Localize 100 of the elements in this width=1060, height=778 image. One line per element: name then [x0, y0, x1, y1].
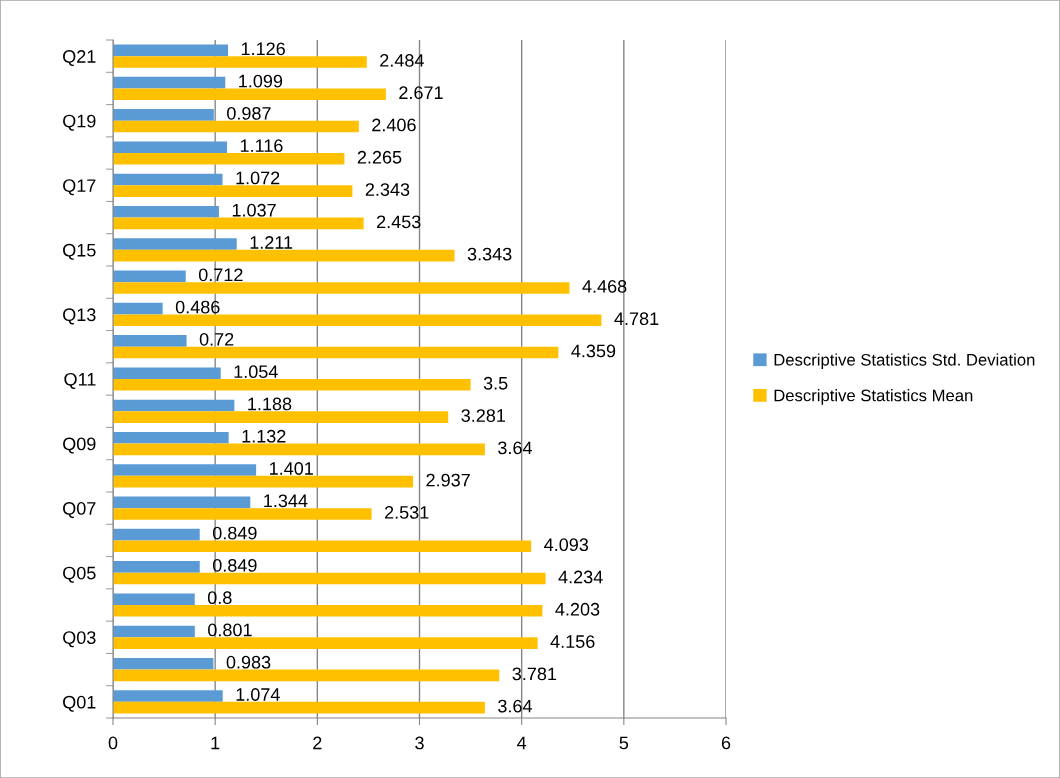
data-label: 1.132	[242, 429, 286, 443]
data-label: 1.211	[250, 236, 293, 249]
bar	[113, 367, 221, 379]
bar	[113, 399, 235, 412]
bar	[113, 44, 229, 57]
bar	[113, 464, 257, 476]
x-tick-label: 1	[211, 736, 220, 750]
data-label: 0.801	[208, 623, 252, 637]
data-label: 2.531	[384, 506, 429, 519]
bar	[113, 238, 237, 250]
data-label: 4.203	[555, 602, 600, 616]
data-label: 2.671	[399, 86, 443, 100]
bar	[113, 475, 414, 488]
data-label: 1.401	[270, 462, 313, 475]
data-label: 4.468	[582, 280, 627, 293]
bar	[113, 217, 364, 230]
data-label: 2.265	[357, 150, 402, 164]
y-tick-label: Q03	[63, 631, 96, 648]
data-label: 3.64	[498, 699, 532, 713]
bar	[113, 346, 559, 359]
legend-label: Descriptive Statistics Std. Deviation	[774, 353, 1035, 369]
bar	[113, 314, 602, 327]
y-tick-label: Q05	[63, 566, 96, 583]
bar	[113, 88, 386, 101]
x-tick-label: 2	[313, 736, 322, 750]
y-tick-label: Q09	[63, 437, 96, 454]
data-label: 4.093	[544, 538, 589, 552]
y-tick-label: Q07	[63, 502, 96, 519]
bar	[113, 508, 372, 520]
data-label: 0.983	[226, 655, 271, 669]
bar	[113, 153, 345, 165]
data-label: 0.486	[175, 300, 220, 314]
bar	[113, 282, 570, 294]
bar	[113, 56, 367, 68]
data-label: 4.781	[614, 312, 659, 326]
data-label: 2.343	[365, 183, 410, 196]
bar	[113, 335, 187, 347]
bar	[113, 302, 163, 315]
data-label: 3.281	[461, 409, 506, 422]
bar	[113, 528, 200, 541]
bar	[113, 443, 485, 456]
data-label: 3.5	[483, 376, 508, 390]
bar	[113, 270, 186, 283]
data-label: 3.64	[498, 441, 532, 455]
y-tick-label: Q21	[63, 50, 96, 67]
bar	[113, 637, 538, 649]
data-label: 1.116	[240, 139, 283, 153]
bar	[113, 411, 449, 423]
bar	[113, 141, 228, 153]
bar	[113, 109, 214, 121]
data-label: 3.343	[467, 247, 512, 261]
data-label: 0.849	[212, 526, 257, 540]
x-tick-label: 5	[619, 736, 629, 750]
bar	[113, 185, 353, 197]
data-label: 4.359	[571, 344, 616, 358]
data-label: 1.054	[234, 365, 278, 379]
bar	[113, 593, 195, 605]
data-label: 3.781	[512, 667, 557, 681]
bar	[113, 669, 500, 682]
data-label: 2.937	[426, 473, 470, 487]
bar	[113, 572, 546, 585]
bar	[113, 540, 532, 553]
data-label: 0.8	[207, 591, 232, 605]
data-label: 1.344	[264, 494, 308, 508]
data-label: 1.099	[239, 74, 283, 88]
bar	[113, 496, 251, 509]
bar	[113, 625, 195, 638]
data-label: 2.406	[372, 118, 416, 132]
bar	[113, 431, 229, 444]
bar	[113, 605, 543, 617]
y-tick-label: Q11	[64, 372, 96, 389]
bar	[113, 690, 223, 702]
bar	[113, 701, 485, 714]
x-tick-label: 0	[108, 736, 118, 750]
data-label: 1.072	[236, 171, 280, 185]
data-label: 0.849	[212, 558, 257, 572]
bar	[113, 561, 200, 573]
bar	[113, 120, 359, 133]
data-label: 1.188	[248, 397, 292, 411]
data-label: 0.72	[199, 332, 234, 346]
x-tick-label: 3	[415, 736, 424, 750]
x-tick-label: 4	[517, 736, 527, 750]
y-tick-label: Q17	[63, 179, 96, 196]
y-tick-label: Q01	[63, 695, 96, 712]
data-label: 0.712	[198, 268, 243, 282]
bar	[113, 379, 471, 391]
data-label: 1.037	[232, 203, 276, 217]
bar	[113, 249, 455, 262]
bar	[113, 76, 226, 89]
y-tick-label: Q19	[63, 114, 96, 131]
data-label: 4.156	[550, 635, 595, 648]
x-tick-label: 6	[721, 736, 731, 750]
bar	[113, 205, 219, 218]
data-label: 1.126	[241, 42, 285, 56]
data-label: 1.074	[236, 688, 280, 701]
data-label: 4.234	[558, 570, 603, 584]
data-label: 2.484	[380, 54, 424, 67]
legend-label: Descriptive Statistics Mean	[774, 389, 973, 405]
data-label: 0.987	[227, 106, 271, 120]
y-tick-label: Q15	[63, 243, 96, 260]
